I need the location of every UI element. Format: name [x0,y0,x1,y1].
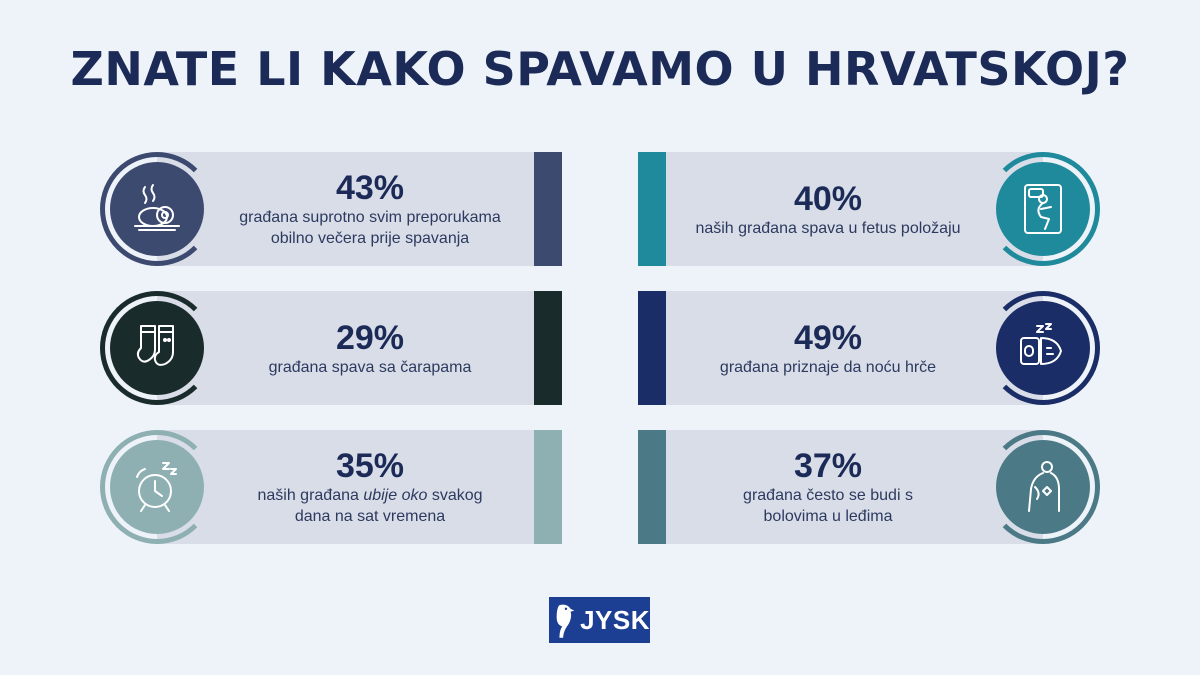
stat-card-socks: 29% građana spava sa čarapama [100,291,562,405]
card-panel [638,291,1043,405]
stat-percentage: 49% [793,318,863,357]
icon-disc [110,162,204,256]
card-accent-stripe [638,152,666,266]
stat-percentage: 29% [335,318,405,357]
card-text: 35% naših građana ubije oko svakog dana … [220,430,520,544]
stat-percentage: 35% [335,447,405,485]
jysk-bird-icon [556,604,575,638]
stat-card-fetal-position: 40% naših građana spava u fetus položaju [638,152,1100,266]
stat-percentage: 37% [793,447,863,485]
stat-description-line1: građana priznaje da noću hrče [719,358,937,376]
socks-icon [136,325,174,366]
stat-card-back-pain: 37% građana često se budi s bolovima u l… [638,430,1100,544]
icon-disc [996,440,1090,534]
icon-disc [110,440,204,534]
jysk-logo: JYSK [549,597,650,643]
card-accent-stripe [534,430,562,544]
stat-description-line1: građana suprotno svim preporukama [239,209,501,226]
fetal-sleeping-position-icon [1024,184,1062,234]
alarm-clock-icon [136,462,177,512]
card-panel [638,430,1043,544]
page-title: ZNATE LI KAKO SPAVAMO U HRVATSKOJ? [70,42,1130,96]
logo-text: JYSK [580,604,650,635]
card-accent-stripe [534,291,562,405]
stat-percentage: 40% [793,179,863,218]
stat-description-line1: građana često se budi s [743,487,913,504]
icon-disc [110,301,204,395]
stat-percentage: 43% [335,169,405,207]
dinner-plate-icon [134,184,180,231]
card-text: 40% naših građana spava u fetus položaju [678,152,978,266]
stat-description-line1: naših građana ubije oko svakog [257,485,482,506]
stat-description-line1: naših građana spava u fetus položaju [695,219,961,237]
icon-ring [986,152,1100,266]
stat-description-line2: bolovima u leđima [763,508,893,525]
icon-disc [996,301,1090,395]
card-panel [157,430,562,544]
back-pain-icon [1028,461,1060,512]
desc-italic-part: ubije oko [363,487,428,504]
card-text: 29% građana spava sa čarapama [220,291,520,405]
stat-card-snoring: 49% građana priznaje da noću hrče [638,291,1100,405]
stat-description-line2: obilno večera prije spavanja [270,230,470,247]
stat-card-alarm: 35% naših građana ubije oko svakog dana … [100,430,562,544]
stat-description-line2: dana na sat vremena [294,508,446,525]
icon-ring [986,291,1100,405]
card-panel [157,152,562,266]
card-text: 37% građana često se budi s bolovima u l… [678,430,978,544]
stat-card-dinner: 43% građana suprotno svim preporukama ob… [100,152,562,266]
stat-description-line1: građana spava sa čarapama [268,358,472,376]
card-panel [157,291,562,405]
card-accent-stripe [638,291,666,405]
icon-ring [100,291,214,405]
card-panel [638,152,1043,266]
desc-part: svakog [427,487,483,504]
card-accent-stripe [534,152,562,266]
icon-ring [100,430,214,544]
icon-ring [986,430,1100,544]
card-text: 49% građana priznaje da noću hrče [678,291,978,405]
snoring-icon [1020,323,1062,365]
card-accent-stripe [638,430,666,544]
card-text: 43% građana suprotno svim preporukama ob… [220,152,520,266]
desc-part: naših građana [257,487,364,504]
icon-ring [100,152,214,266]
icon-disc [996,162,1090,256]
